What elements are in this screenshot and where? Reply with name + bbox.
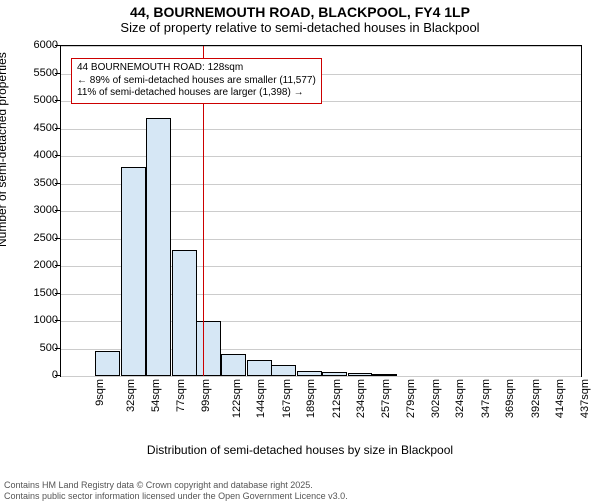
- histogram-bar: [247, 360, 272, 377]
- y-tick-mark: [55, 375, 60, 376]
- x-tick-label: 347sqm: [480, 379, 492, 418]
- gridline: [61, 129, 581, 130]
- histogram-bar: [221, 354, 246, 376]
- y-tick-mark: [55, 348, 60, 349]
- x-tick-label: 77sqm: [175, 379, 187, 412]
- credits-line2: Contains public sector information licen…: [4, 491, 348, 502]
- x-tick-label: 99sqm: [200, 379, 212, 412]
- y-tick-label: 500: [20, 342, 58, 354]
- annotation-line: ← 89% of semi-detached houses are smalle…: [77, 75, 316, 88]
- y-tick-mark: [55, 265, 60, 266]
- x-tick-label: 234sqm: [355, 379, 367, 418]
- x-tick-label: 414sqm: [554, 379, 566, 418]
- x-tick-label: 392sqm: [530, 379, 542, 418]
- histogram-bar: [172, 250, 197, 377]
- credits-line1: Contains HM Land Registry data © Crown c…: [4, 480, 348, 491]
- y-tick-label: 3000: [20, 204, 58, 216]
- y-tick-label: 1500: [20, 287, 58, 299]
- x-tick-label: 54sqm: [150, 379, 162, 412]
- histogram-bar: [196, 321, 221, 376]
- x-tick-label: 279sqm: [405, 379, 417, 418]
- y-tick-label: 0: [20, 369, 58, 381]
- chart-container: Number of semi-detached properties 44 BO…: [0, 37, 600, 457]
- x-tick-label: 302sqm: [430, 379, 442, 418]
- y-tick-mark: [55, 238, 60, 239]
- x-axis-label: Distribution of semi-detached houses by …: [0, 443, 600, 457]
- x-tick-label: 122sqm: [231, 379, 243, 418]
- x-tick-label: 369sqm: [504, 379, 516, 418]
- y-tick-label: 5000: [20, 94, 58, 106]
- y-tick-label: 2500: [20, 232, 58, 244]
- histogram-bar: [121, 167, 146, 376]
- y-tick-label: 6000: [20, 39, 58, 51]
- annotation-box: 44 BOURNEMOUTH ROAD: 128sqm← 89% of semi…: [71, 58, 322, 104]
- credits: Contains HM Land Registry data © Crown c…: [4, 480, 348, 502]
- y-tick-mark: [55, 128, 60, 129]
- y-tick-label: 3500: [20, 177, 58, 189]
- histogram-bar: [146, 118, 171, 377]
- x-tick-label: 212sqm: [331, 379, 343, 418]
- y-tick-mark: [55, 155, 60, 156]
- y-tick-mark: [55, 183, 60, 184]
- histogram-bar: [322, 372, 347, 376]
- histogram-bar: [372, 374, 397, 376]
- x-tick-label: 324sqm: [455, 379, 467, 418]
- plot-area: 44 BOURNEMOUTH ROAD: 128sqm← 89% of semi…: [60, 45, 582, 377]
- y-tick-mark: [55, 73, 60, 74]
- annotation-line: 11% of semi-detached houses are larger (…: [77, 87, 316, 100]
- y-tick-label: 4500: [20, 122, 58, 134]
- x-tick-label: 9sqm: [94, 379, 106, 406]
- histogram-bar: [271, 365, 296, 376]
- gridline: [61, 156, 581, 157]
- y-tick-label: 2000: [20, 259, 58, 271]
- y-tick-mark: [55, 210, 60, 211]
- y-tick-label: 5500: [20, 67, 58, 79]
- x-tick-label: 257sqm: [380, 379, 392, 418]
- histogram-bar: [348, 373, 373, 376]
- y-tick-mark: [55, 293, 60, 294]
- page-title-line1: 44, BOURNEMOUTH ROAD, BLACKPOOL, FY4 1LP: [0, 4, 600, 20]
- x-tick-label: 437sqm: [580, 379, 592, 418]
- x-tick-label: 167sqm: [281, 379, 293, 418]
- histogram-bar: [95, 351, 120, 376]
- page-title-line2: Size of property relative to semi-detach…: [0, 20, 600, 35]
- x-tick-label: 32sqm: [125, 379, 137, 412]
- y-tick-label: 1000: [20, 314, 58, 326]
- y-tick-label: 4000: [20, 149, 58, 161]
- annotation-line: 44 BOURNEMOUTH ROAD: 128sqm: [77, 62, 316, 75]
- gridline: [61, 46, 581, 47]
- histogram-bar: [297, 371, 322, 377]
- x-tick-label: 189sqm: [305, 379, 317, 418]
- y-axis-label: Number of semi-detached properties: [0, 52, 9, 247]
- gridline: [61, 376, 581, 377]
- y-tick-mark: [55, 100, 60, 101]
- y-tick-mark: [55, 320, 60, 321]
- y-tick-mark: [55, 45, 60, 46]
- x-tick-label: 144sqm: [255, 379, 267, 418]
